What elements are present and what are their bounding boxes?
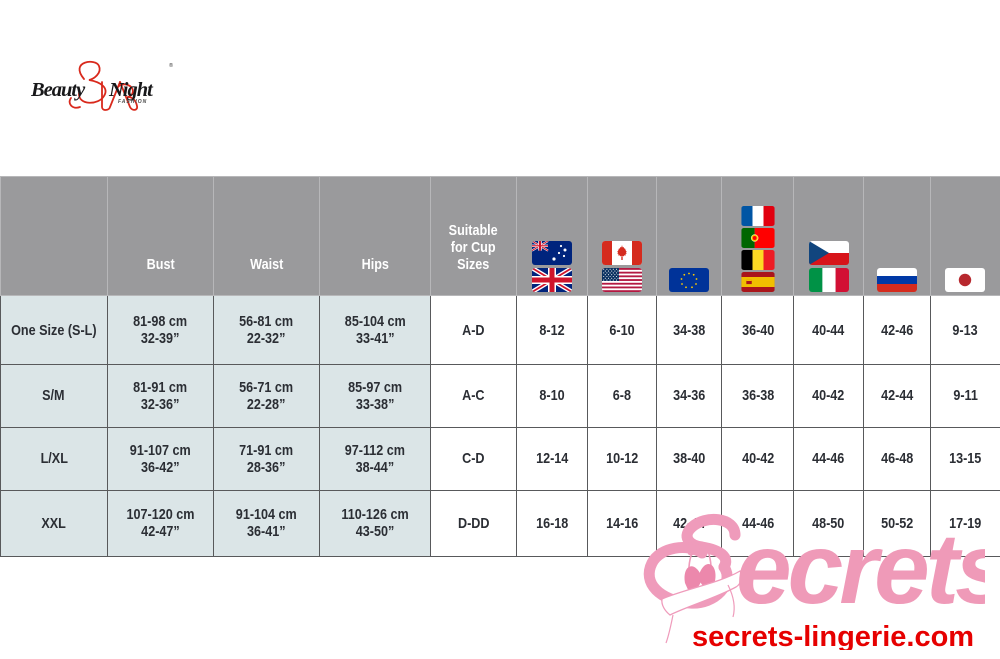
svg-text:Night: Night	[108, 79, 154, 101]
svg-text:secrets-lingerie.com: secrets-lingerie.com	[692, 621, 974, 650]
svg-text:®: ®	[169, 62, 173, 69]
svg-text:ecrets: ecrets	[736, 513, 985, 625]
svg-text:Beauty: Beauty	[31, 79, 86, 101]
svg-text:FASHION: FASHION	[118, 99, 147, 105]
